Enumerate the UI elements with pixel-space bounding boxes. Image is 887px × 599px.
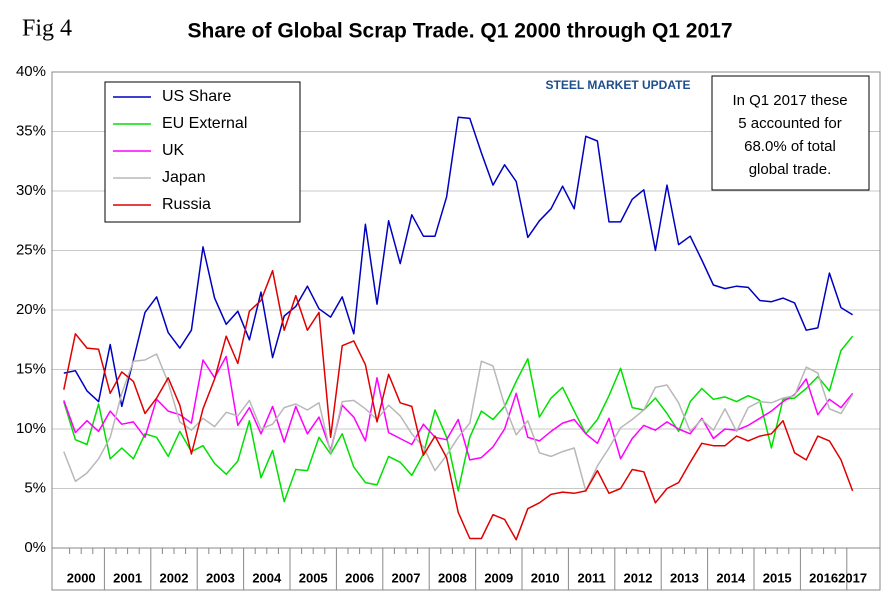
chart-title: Share of Global Scrap Trade. Q1 2000 thr… [187,20,732,43]
legend-label: UK [162,142,185,159]
annotation-line: 5 accounted for [738,115,841,132]
y-tick-label: 5% [24,479,46,496]
y-tick-label: 15% [16,360,46,377]
x-tick-label: 2007 [392,570,421,585]
legend-label: EU External [162,115,247,132]
x-tick-label: 2002 [160,570,189,585]
x-tick-label: 2001 [113,570,142,585]
y-tick-label: 25% [16,241,46,258]
legend-label: Japan [162,169,206,186]
x-tick-label: 2009 [484,570,513,585]
figure-label: Fig 4 [22,16,72,42]
x-tick-label: 2010 [531,570,560,585]
y-tick-label: 30% [16,182,46,199]
x-label-frame [51,547,881,591]
annotation-box [711,75,870,191]
annotation-line: 68.0% of total [744,138,836,155]
x-tick-label: 2003 [206,570,235,585]
logo-text: STEEL MARKET UPDATE [546,78,691,92]
legend-box [104,81,301,223]
x-tick-label: 2016 [809,570,838,585]
series-line [63,116,853,408]
x-tick-label: 2005 [299,570,328,585]
x-tick-label: 2012 [624,570,653,585]
x-tick-label: 2006 [345,570,374,585]
annotation-line: In Q1 2017 these [732,92,847,109]
x-tick-label: 2004 [252,570,282,585]
x-tick-label: 2015 [763,570,792,585]
series-line [63,335,854,503]
x-tick-label: 2000 [67,570,96,585]
legend-label: US Share [162,88,231,105]
legend-label: Russia [162,196,211,213]
x-tick-label: 2014 [716,570,746,585]
series-line [63,353,854,492]
x-tick-label: 2008 [438,570,467,585]
y-tick-label: 40% [16,63,46,80]
series-line [63,355,854,461]
x-tick-label: 2011 [577,570,605,585]
annotation-line: global trade. [749,161,832,178]
x-tick-label: 2013 [670,570,699,585]
y-tick-label: 0% [24,539,46,556]
y-tick-label: 10% [16,420,46,437]
x-tick-label: 2017 [838,570,867,585]
series-line [63,269,854,541]
y-tick-label: 20% [16,301,46,318]
y-tick-label: 35% [16,122,46,139]
